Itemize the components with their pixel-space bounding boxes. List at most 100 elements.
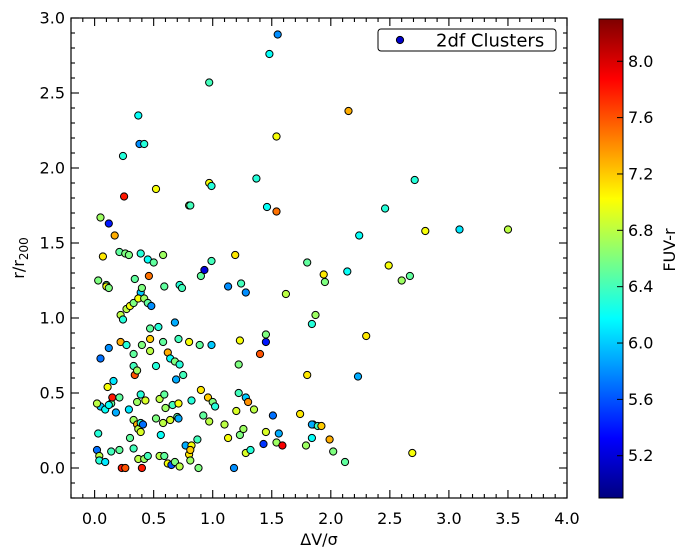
data-point [136, 249, 145, 258]
data-point [133, 366, 142, 375]
data-point [234, 360, 243, 369]
data-point [161, 403, 170, 413]
data-point [170, 318, 179, 327]
data-point [111, 408, 121, 417]
data-point [381, 204, 390, 213]
data-point [133, 397, 142, 407]
data-point [355, 231, 364, 240]
data-point [107, 447, 116, 456]
legend-label: 2df Clusters [436, 31, 544, 52]
data-point [115, 445, 124, 455]
colorbar-tick-label: 5.6 [628, 390, 653, 409]
data-point [92, 399, 102, 408]
x-tick-label: 0.0 [82, 509, 107, 528]
data-point [94, 276, 103, 285]
data-point [174, 334, 183, 344]
colorbar-tick-label: 7.6 [628, 108, 653, 127]
data-point [234, 388, 243, 398]
data-point [344, 106, 353, 116]
data-point [241, 288, 250, 297]
legend-box [377, 28, 557, 52]
data-point [229, 463, 239, 473]
data-point [118, 151, 128, 161]
data-point [311, 310, 320, 320]
legend-marker [395, 35, 405, 45]
data-point [174, 399, 183, 408]
data-point [340, 457, 350, 467]
data-point [125, 433, 135, 443]
colorbar-tick-label: 8.0 [628, 52, 653, 71]
data-point [329, 447, 338, 456]
data-point [231, 250, 240, 260]
data-point [200, 265, 209, 275]
data-point [137, 283, 146, 293]
data-point [101, 457, 110, 467]
data-point [154, 322, 163, 332]
y-tick-label: 2.0 [40, 159, 65, 178]
data-point [151, 361, 161, 371]
x-tick-label: 1.5 [259, 509, 284, 528]
legend: 2df Clusters [377, 28, 557, 52]
data-point [272, 207, 281, 216]
data-point [272, 132, 281, 141]
data-point [151, 184, 161, 194]
x-tick-label: 1.0 [200, 509, 225, 528]
data-point [421, 226, 430, 236]
data-point [109, 376, 118, 386]
data-point [172, 375, 181, 384]
data-point [196, 271, 205, 281]
data-point [261, 427, 270, 437]
data-point [149, 258, 158, 267]
data-point [303, 258, 312, 267]
axis-ticks: 0.0 0.5 1.0 1.5 2.0 2.5 3.0 3.5 4.0 0.0 0.5 1.0 1.5 2… [40, 9, 580, 529]
data-point [138, 420, 148, 429]
data-point [319, 270, 328, 279]
data-point [160, 451, 169, 461]
data-point [193, 435, 202, 444]
data-point [362, 331, 371, 341]
data-point [186, 456, 195, 465]
data-point [455, 225, 464, 234]
data-point [232, 406, 241, 416]
data-point [146, 324, 155, 333]
data-point [175, 360, 184, 369]
y-axis-label: r/r200 [9, 237, 31, 278]
data-point [104, 343, 113, 353]
data-point [244, 397, 253, 407]
data-point [405, 271, 414, 281]
data-point [159, 418, 168, 428]
data-point [94, 429, 103, 438]
data-point [104, 219, 113, 228]
data-point [211, 402, 220, 411]
data-point [96, 354, 105, 363]
data-point [353, 372, 363, 381]
data-point [130, 274, 139, 284]
data-point [166, 415, 175, 425]
colorbar-tick-label: 5.2 [628, 446, 653, 465]
data-point [141, 396, 150, 405]
svg-text:r/r200: r/r200 [9, 237, 31, 278]
data-point [278, 441, 287, 450]
data-point [136, 427, 145, 437]
y-axis-label-sub: 200 [17, 237, 31, 260]
data-point [120, 192, 129, 201]
data-point [140, 139, 149, 149]
y-tick-label: 2.5 [40, 84, 65, 103]
x-tick-label: 0.5 [141, 509, 166, 528]
data-point [186, 201, 195, 210]
data-point [303, 370, 312, 380]
data-point [384, 261, 393, 270]
data-point [262, 202, 272, 212]
x-tick-label: 4.0 [554, 509, 579, 528]
data-point [207, 340, 216, 350]
data-point [196, 385, 205, 395]
data-point [129, 349, 138, 359]
data-point [147, 301, 156, 311]
data-point [259, 439, 268, 449]
data-point [325, 435, 334, 444]
data-point [296, 409, 305, 419]
data-point [249, 405, 259, 414]
colorbar [598, 18, 624, 499]
plot-frame [70, 17, 568, 499]
data-point [137, 463, 146, 473]
